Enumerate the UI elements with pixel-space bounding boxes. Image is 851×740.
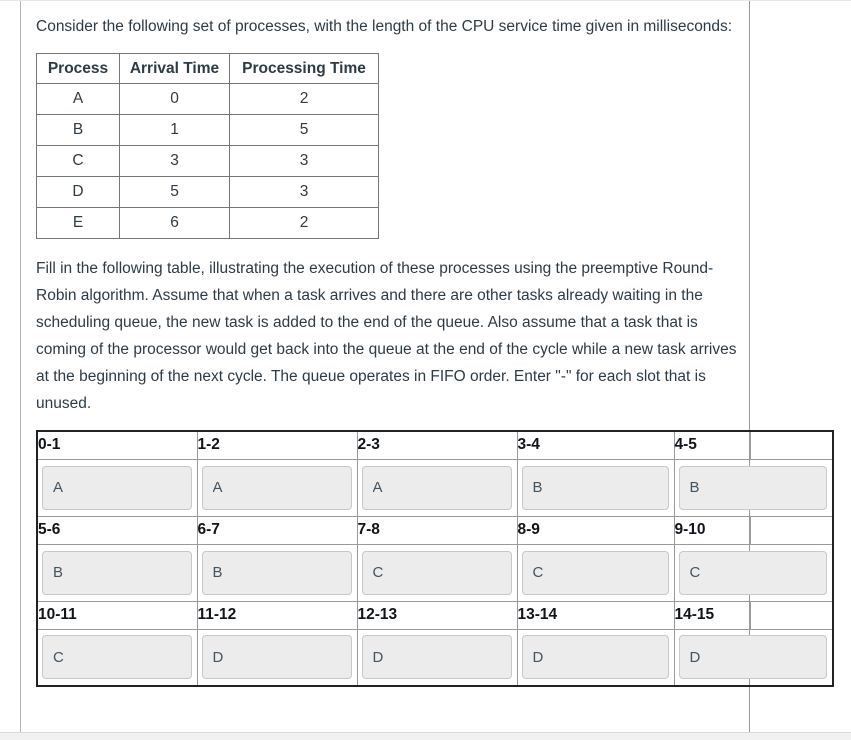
processing-time-cell: 5 xyxy=(229,114,379,146)
arrival-time-cell: 3 xyxy=(119,145,230,177)
processing-time-cell: 3 xyxy=(229,176,379,208)
process-name-cell: B xyxy=(36,114,120,146)
slot-input-4-5[interactable] xyxy=(678,465,827,510)
slot-input-row xyxy=(36,628,834,687)
slot-input-7-8[interactable] xyxy=(361,550,512,595)
processing-time-cell: 2 xyxy=(229,83,379,115)
slot-label-row: 0-1 1-2 2-3 3-4 4-5 xyxy=(36,430,834,460)
slot-label-7-8: 7-8 xyxy=(356,515,518,545)
slot-label-row: 5-6 6-7 7-8 8-9 9-10 xyxy=(36,515,834,545)
process-table: Process Arrival Time Processing Time A 0… xyxy=(36,53,379,239)
slot-input-8-9[interactable] xyxy=(521,550,669,595)
question-content: Consider the following set of processes,… xyxy=(36,13,836,687)
question-instructions-text: Fill in the following table, illustratin… xyxy=(36,260,737,412)
process-table-row: B 1 5 xyxy=(36,114,379,146)
process-table-row: E 6 2 xyxy=(36,207,379,239)
slot-input-6-7[interactable] xyxy=(201,550,352,595)
column-divider-line xyxy=(749,1,750,734)
slot-label-6-7: 6-7 xyxy=(196,515,358,545)
processing-time-cell: 3 xyxy=(229,145,379,177)
slot-label-0-1: 0-1 xyxy=(36,430,198,460)
process-name-cell: C xyxy=(36,145,120,177)
slot-label-2-3: 2-3 xyxy=(356,430,518,460)
processing-time-cell: 2 xyxy=(229,207,379,239)
process-table-header-arrival: Arrival Time xyxy=(119,53,230,84)
slot-input-14-15[interactable] xyxy=(678,635,827,680)
process-table-row: A 0 2 xyxy=(36,83,379,115)
empty-cell xyxy=(749,515,834,545)
slot-label-row: 10-11 11-12 12-13 13-14 14-15 xyxy=(36,600,834,630)
process-table-row: D 5 3 xyxy=(36,176,379,208)
slot-input-row xyxy=(36,543,834,602)
slot-input-12-13[interactable] xyxy=(361,635,512,680)
slot-label-3-4: 3-4 xyxy=(516,430,675,460)
slot-label-4-5: 4-5 xyxy=(673,430,751,460)
slot-label-5-6: 5-6 xyxy=(36,515,198,545)
slot-label-9-10: 9-10 xyxy=(673,515,751,545)
slot-label-1-2: 1-2 xyxy=(196,430,358,460)
process-name-cell: E xyxy=(36,207,120,239)
slot-label-12-13: 12-13 xyxy=(356,600,518,630)
question-box-left-border xyxy=(20,1,21,734)
arrival-time-cell: 1 xyxy=(119,114,230,146)
empty-cell xyxy=(749,600,834,630)
process-table-header-process: Process xyxy=(36,53,120,84)
process-table-header-processing: Processing Time xyxy=(229,53,379,84)
arrival-time-cell: 6 xyxy=(119,207,230,239)
slot-input-0-1[interactable] xyxy=(42,465,192,510)
process-name-cell: A xyxy=(36,83,120,115)
answer-grid-table: 0-1 1-2 2-3 3-4 4-5 5-6 6-7 xyxy=(36,430,834,687)
empty-cell xyxy=(749,430,834,460)
slot-input-9-10[interactable] xyxy=(678,550,827,595)
slot-input-1-2[interactable] xyxy=(201,465,352,510)
arrival-time-cell: 5 xyxy=(119,176,230,208)
next-section-edge xyxy=(0,732,851,740)
slot-input-row xyxy=(36,458,834,517)
process-table-row: C 3 3 xyxy=(36,145,379,177)
slot-label-14-15: 14-15 xyxy=(673,600,751,630)
slot-input-5-6[interactable] xyxy=(42,550,192,595)
question-intro-text: Consider the following set of processes,… xyxy=(36,18,733,35)
slot-label-11-12: 11-12 xyxy=(196,600,358,630)
slot-input-3-4[interactable] xyxy=(521,465,669,510)
process-name-cell: D xyxy=(36,176,120,208)
slot-input-13-14[interactable] xyxy=(521,635,669,680)
slot-input-2-3[interactable] xyxy=(361,465,512,510)
slot-label-13-14: 13-14 xyxy=(516,600,675,630)
slot-label-8-9: 8-9 xyxy=(516,515,675,545)
slot-input-10-11[interactable] xyxy=(42,635,192,680)
slot-label-10-11: 10-11 xyxy=(36,600,198,630)
process-table-header-row: Process Arrival Time Processing Time xyxy=(36,53,379,84)
arrival-time-cell: 0 xyxy=(119,83,230,115)
slot-input-11-12[interactable] xyxy=(201,635,352,680)
